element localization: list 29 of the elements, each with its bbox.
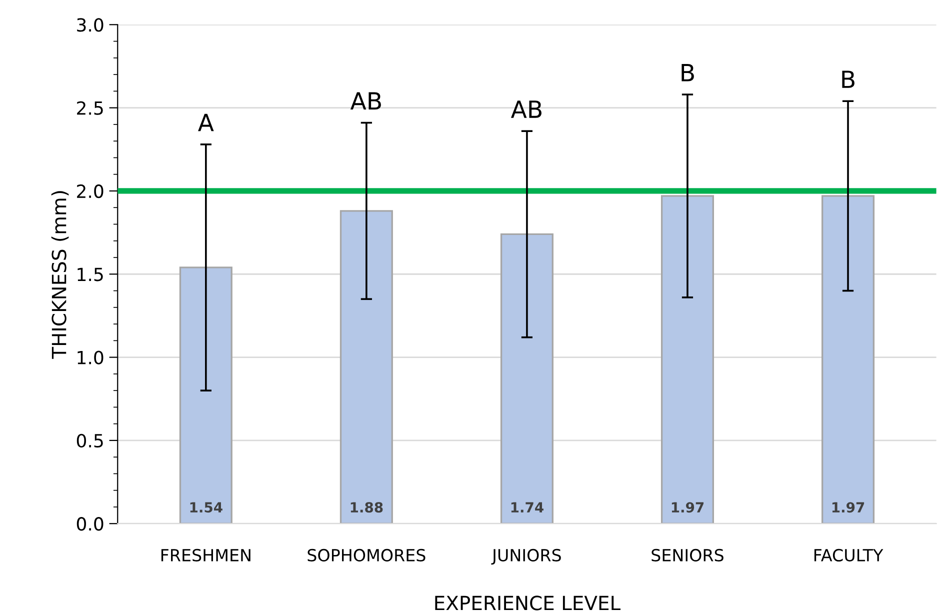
x-tick-label: SOPHOMORES bbox=[308, 548, 426, 562]
y-tick-label: 3.0 bbox=[77, 18, 104, 32]
y-tick-label: 1.0 bbox=[78, 350, 104, 364]
data-label: 1.97 bbox=[672, 502, 704, 513]
annotation: A bbox=[198, 114, 214, 132]
annotation: B bbox=[682, 64, 694, 82]
x-tick-label: SENIORS bbox=[652, 548, 724, 562]
data-label: 1.97 bbox=[832, 502, 864, 513]
bar bbox=[179, 266, 232, 524]
y-tick-label: 1.5 bbox=[78, 268, 103, 282]
bar bbox=[821, 195, 875, 524]
y-tick-label: 2.0 bbox=[77, 184, 104, 198]
annotation: AB bbox=[350, 92, 381, 110]
annotation: AB bbox=[510, 100, 542, 118]
data-label: 1.88 bbox=[350, 502, 383, 513]
bar bbox=[660, 195, 714, 524]
data-label: 1.54 bbox=[190, 502, 222, 513]
y-tick-label: 2.5 bbox=[77, 101, 103, 115]
x-tick-label: FRESHMEN bbox=[161, 548, 250, 562]
x-axis-title: EXPERIENCE LEVEL bbox=[435, 596, 620, 610]
data-label: 1.74 bbox=[511, 502, 544, 512]
x-tick-label: FACULTY bbox=[814, 548, 884, 562]
y-axis-title: THICKNESS (mm) bbox=[51, 191, 69, 359]
annotation: B bbox=[842, 70, 854, 88]
y-tick-label: 0.5 bbox=[76, 434, 103, 448]
x-tick-label: JUNIORS bbox=[491, 548, 561, 565]
y-tick-label: 0.0 bbox=[76, 517, 104, 531]
bar bbox=[500, 233, 554, 524]
bar bbox=[340, 210, 393, 524]
